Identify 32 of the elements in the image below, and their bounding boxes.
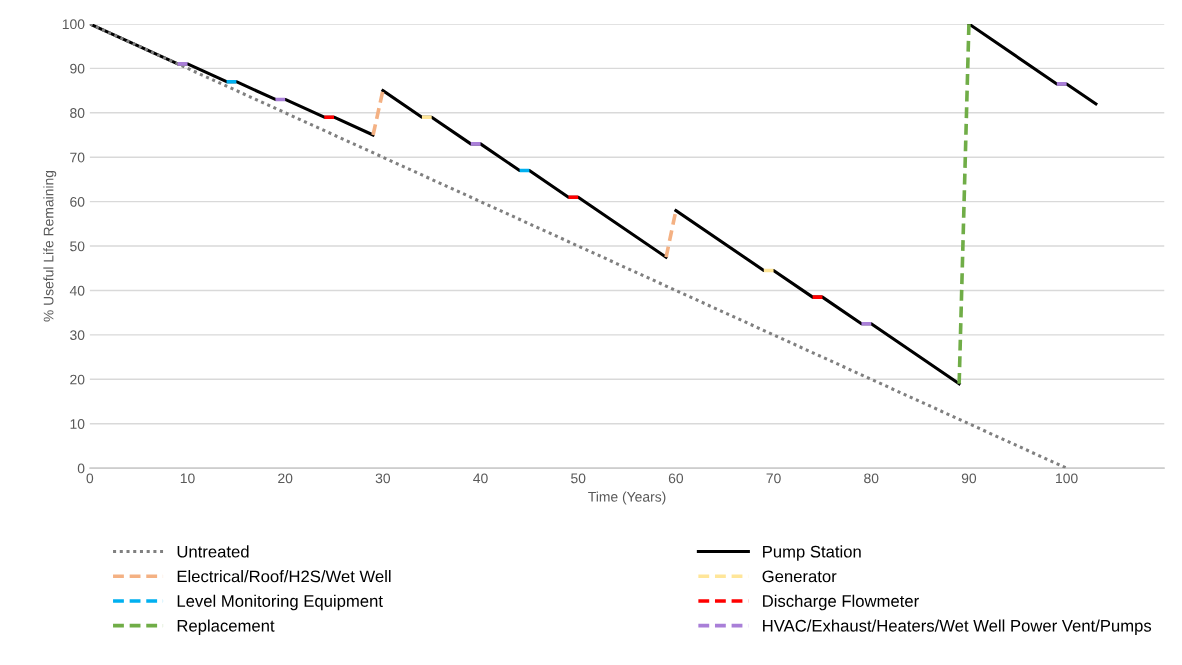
x-tick-label: 40 [473,473,488,484]
y-tick-label: 0 [77,463,85,474]
x-axis-title: Time (Years) [588,491,666,505]
legend-label: Discharge Flowmeter [763,594,919,611]
y-tick-label: 80 [70,108,85,118]
legend-label: Untreated [177,545,249,558]
x-tick-label: 80 [864,473,879,484]
y-tick-label: 60 [70,196,85,207]
legend-label: Electrical/Roof/H2S/Wet Well [177,570,391,583]
y-axis-title: % Useful Life Remaining [43,170,57,322]
y-tick-label: 70 [70,152,85,163]
x-tick-label: 70 [766,473,781,484]
y-tick-label: 30 [70,330,85,341]
x-tick-label: 90 [961,473,977,484]
legend-label: Pump Station [763,545,861,561]
y-tick-label: 40 [69,285,85,296]
x-tick-label: 10 [180,473,195,484]
x-tick-label: 100 [1056,473,1078,484]
x-tick-label: 20 [278,473,293,484]
legend-label: Replacement [177,619,275,635]
x-tick-label: 50 [571,473,586,484]
y-tick-label: 90 [70,63,85,74]
legend-label: Generator [762,570,837,583]
x-tick-label: 30 [375,473,391,484]
y-tick-label: 20 [70,374,85,385]
x-tick-label: 60 [668,473,684,484]
y-tick-label: 10 [70,419,85,429]
y-tick-label: 50 [70,241,85,252]
x-tick-label: 0 [86,473,94,484]
legend-label: Level Monitoring Equipment [177,594,383,611]
legend-label: HVAC/Exhaust/Heaters/Wet Well Power Vent/Pumps [763,619,1152,635]
y-tick-label: 100 [62,19,85,30]
